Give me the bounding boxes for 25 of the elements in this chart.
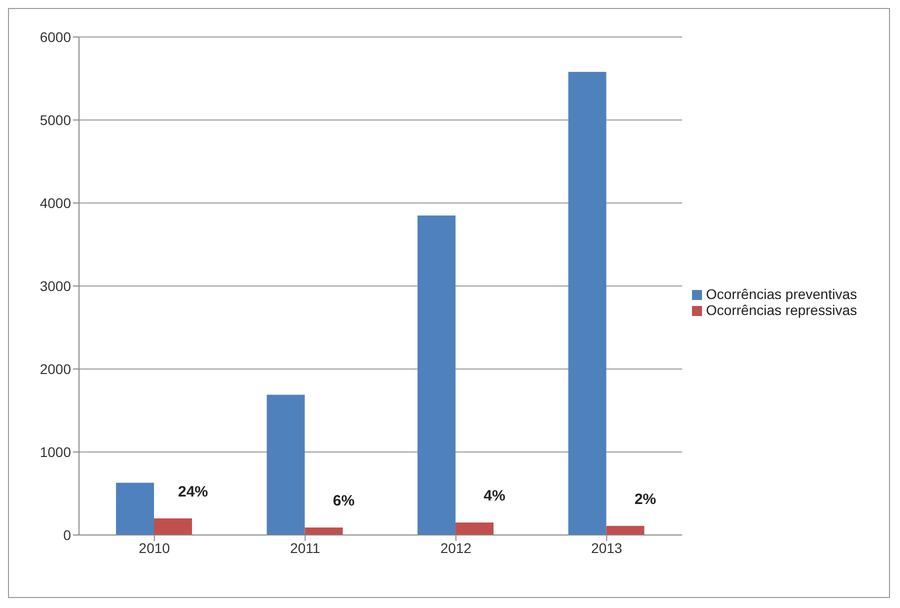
bar [456,522,494,535]
annotation: 6% [332,492,355,510]
x-tick-label: 2012 [440,540,472,556]
x-tick-label: 2013 [591,540,622,556]
y-tick-label: 4000 [40,194,72,211]
annotation: 4% [484,488,506,505]
x-tick-label: 2010 [138,540,170,556]
annotation: 24% [178,483,208,500]
bar [304,528,343,535]
bar [568,72,606,535]
x-tick-label: 2011 [290,540,320,556]
bar [266,394,305,535]
y-tick-label: 6000 [40,28,72,45]
bar [116,482,154,535]
y-tick-label: 5000 [40,112,72,128]
legend-label: Ocorrências preventivas [706,286,857,302]
bar [418,215,456,535]
legend-label: Ocorrências repressivas [706,302,857,318]
bar [606,526,644,535]
y-tick-label: 0 [63,526,72,543]
y-tick-label: 1000 [40,444,72,460]
y-tick-label: 3000 [40,278,72,294]
y-tick-label: 2000 [40,360,72,377]
bar [154,518,192,535]
annotation: 2% [634,490,656,508]
